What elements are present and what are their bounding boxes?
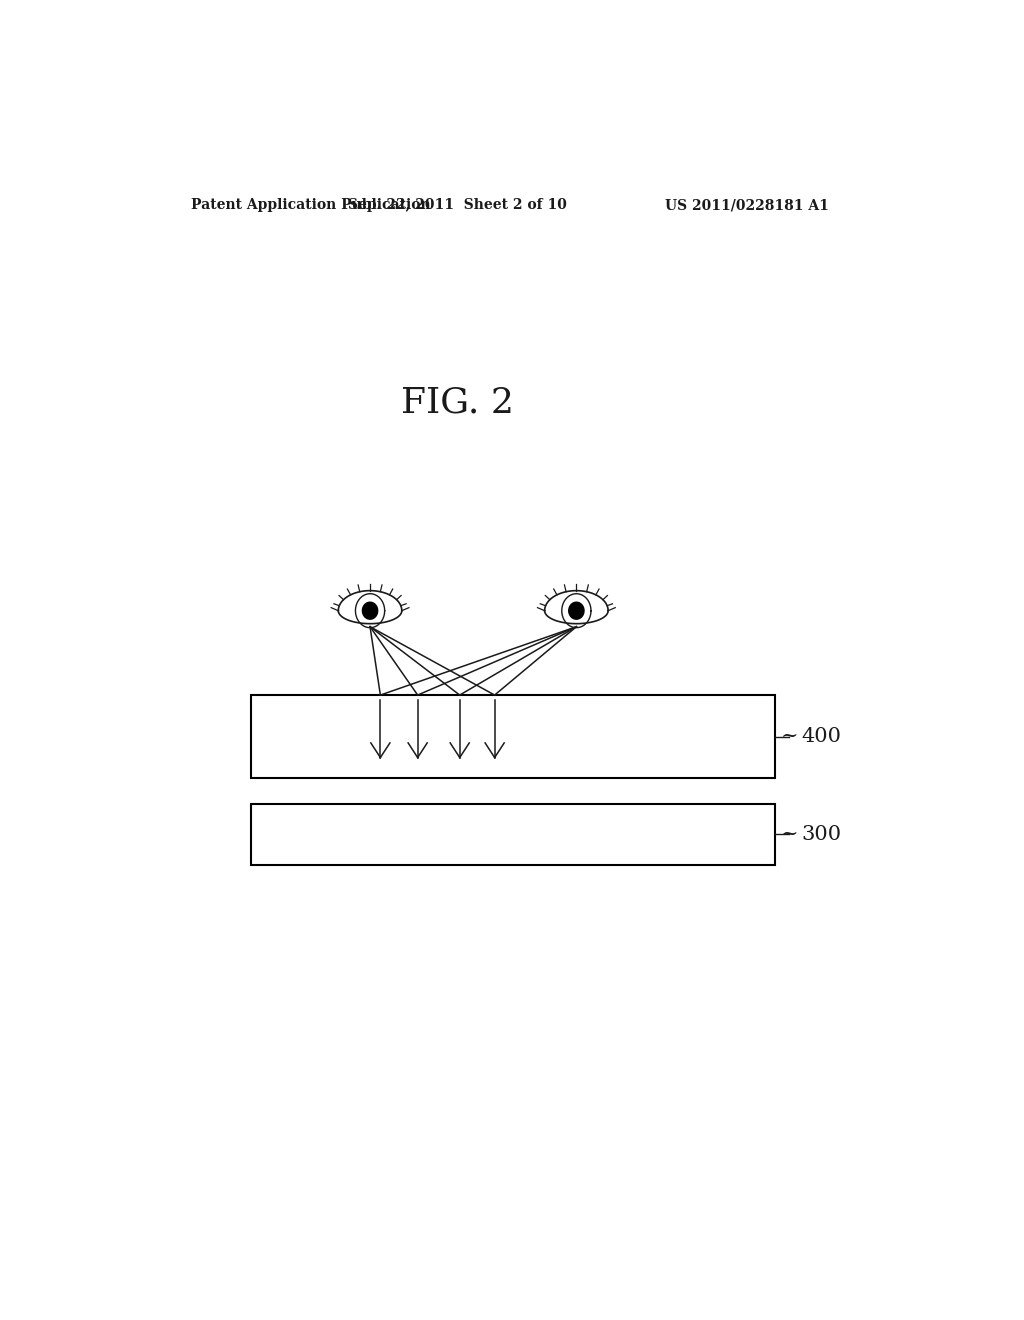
Text: Sep. 22, 2011  Sheet 2 of 10: Sep. 22, 2011 Sheet 2 of 10 [348,198,566,213]
Text: ~: ~ [781,727,799,746]
Polygon shape [568,602,584,619]
Text: FIG. 2: FIG. 2 [401,385,514,420]
Text: 400: 400 [801,727,841,746]
Text: US 2011/0228181 A1: US 2011/0228181 A1 [665,198,829,213]
Polygon shape [362,602,378,619]
Text: ~: ~ [781,825,799,843]
Bar [251,696,775,779]
Text: 300: 300 [801,825,841,843]
Text: Patent Application Publication: Patent Application Publication [191,198,431,213]
Bar [251,804,775,865]
